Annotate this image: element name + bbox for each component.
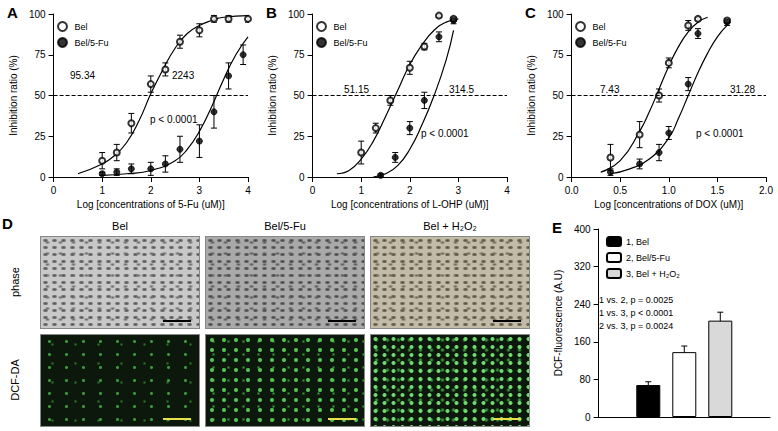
svg-text:0: 0: [558, 172, 564, 183]
svg-text:0.0: 0.0: [565, 185, 579, 196]
svg-text:1: 1: [358, 185, 364, 196]
svg-text:E: E: [552, 219, 562, 236]
svg-text:Log [concentrations of DOX (uM: Log [concentrations of DOX (uM)]: [594, 199, 743, 210]
svg-text:2.0: 2.0: [759, 185, 773, 196]
svg-text:0: 0: [51, 185, 57, 196]
html-text:DCF-DA: DCF-DA: [8, 359, 21, 401]
svg-text:Inhibition ratio (%): Inhibition ratio (%): [8, 55, 19, 136]
svg-text:Inhibition ratio (%): Inhibition ratio (%): [526, 55, 537, 136]
svg-text:400: 400: [574, 224, 591, 235]
svg-text:p < 0.0001: p < 0.0001: [696, 128, 744, 139]
svg-text:p < 0.0001: p < 0.0001: [421, 128, 469, 139]
svg-text:0: 0: [585, 412, 591, 423]
html-text:Bel/5-Fu: Bel/5-Fu: [264, 220, 306, 232]
svg-text:100: 100: [547, 9, 564, 20]
svg-text:Log [concentrations of 5-Fu (u: Log [concentrations of 5-Fu (uM)]: [77, 199, 225, 210]
svg-text:25: 25: [552, 131, 564, 142]
svg-text:Bel/5-Fu: Bel/5-Fu: [75, 38, 109, 48]
svg-text:160: 160: [574, 336, 591, 347]
svg-text:80: 80: [579, 374, 591, 385]
svg-text:B: B: [266, 4, 277, 21]
svg-text:100: 100: [288, 9, 305, 20]
svg-text:2, Bel/5-Fu: 2, Bel/5-Fu: [626, 253, 670, 263]
svg-text:Log [concentrations of L-OHP (: Log [concentrations of L-OHP (uM)]: [331, 199, 489, 210]
svg-text:Bel: Bel: [75, 22, 88, 32]
svg-text:50: 50: [552, 90, 564, 101]
svg-text:95.34: 95.34: [70, 70, 95, 81]
svg-text:DCF-fluorescence (A.U): DCF-fluorescence (A.U): [553, 270, 564, 377]
svg-text:100: 100: [29, 9, 46, 20]
svg-text:1 vs. 3, p < 0.0001: 1 vs. 3, p < 0.0001: [599, 308, 673, 318]
svg-text:3, Bel + H₂O₂: 3, Bel + H₂O₂: [626, 269, 680, 279]
svg-text:1: 1: [99, 185, 105, 196]
svg-text:0: 0: [299, 172, 305, 183]
svg-text:75: 75: [34, 49, 46, 60]
svg-text:75: 75: [552, 49, 564, 60]
svg-text:314.5: 314.5: [449, 84, 474, 95]
svg-text:320: 320: [574, 261, 591, 272]
svg-text:1.0: 1.0: [662, 185, 676, 196]
svg-text:2: 2: [407, 185, 413, 196]
svg-text:Inhibition ratio (%): Inhibition ratio (%): [267, 55, 278, 136]
svg-text:1 vs. 2, p = 0.0025: 1 vs. 2, p = 0.0025: [599, 295, 673, 305]
svg-text:0.5: 0.5: [613, 185, 627, 196]
html-text:D: D: [2, 215, 13, 232]
svg-text:Bel/5-Fu: Bel/5-Fu: [334, 38, 368, 48]
svg-text:2 vs. 3, p = 0.0024: 2 vs. 3, p = 0.0024: [599, 321, 673, 331]
svg-text:Bel/5-Fu: Bel/5-Fu: [593, 38, 627, 48]
svg-text:51.15: 51.15: [344, 84, 369, 95]
svg-text:3: 3: [456, 185, 462, 196]
svg-text:31.28: 31.28: [730, 84, 755, 95]
svg-text:1.5: 1.5: [710, 185, 724, 196]
html-text:Bel + H₂O₂: Bel + H₂O₂: [423, 220, 477, 232]
html-text:phase: phase: [8, 267, 21, 297]
svg-text:50: 50: [293, 90, 305, 101]
svg-text:25: 25: [293, 131, 305, 142]
svg-text:4: 4: [504, 185, 510, 196]
html-text:Bel: Bel: [112, 220, 128, 232]
svg-text:C: C: [525, 4, 536, 21]
svg-text:1, Bel: 1, Bel: [626, 237, 649, 247]
svg-text:Bel: Bel: [593, 22, 606, 32]
svg-text:50: 50: [34, 90, 46, 101]
svg-text:2: 2: [148, 185, 154, 196]
svg-text:2243: 2243: [172, 70, 195, 81]
svg-text:25: 25: [34, 131, 46, 142]
svg-text:0: 0: [40, 172, 46, 183]
svg-text:240: 240: [574, 299, 591, 310]
svg-text:Bel: Bel: [334, 22, 347, 32]
svg-text:3: 3: [197, 185, 203, 196]
svg-text:A: A: [7, 4, 18, 21]
svg-text:75: 75: [293, 49, 305, 60]
svg-text:7.43: 7.43: [600, 84, 620, 95]
svg-text:4: 4: [245, 185, 251, 196]
svg-text:p < 0.0001: p < 0.0001: [150, 114, 198, 125]
svg-text:0: 0: [310, 185, 316, 196]
